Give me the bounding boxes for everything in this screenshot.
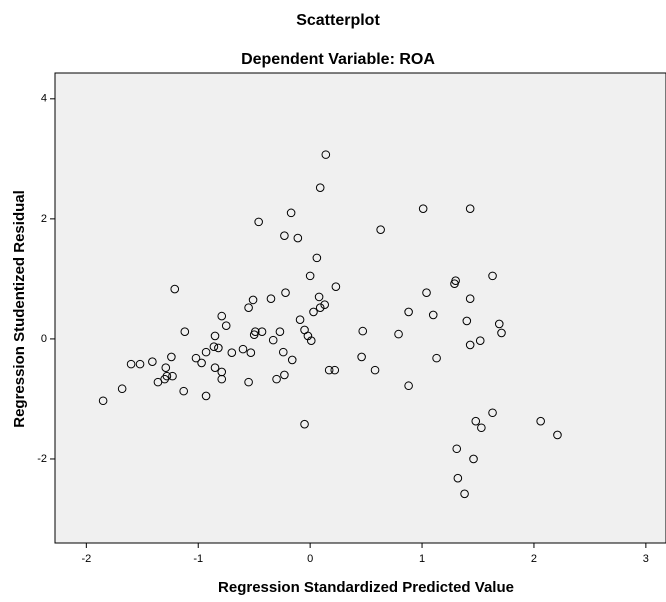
x-axis-label: Regression Standardized Predicted Value [218, 579, 514, 596]
x-tick-label: 3 [643, 553, 649, 565]
y-tick-label: 4 [41, 93, 47, 105]
chart: Scatterplot Dependent Variable: ROA Regr… [0, 0, 666, 597]
x-tick-label: -2 [81, 553, 91, 565]
x-tick-label: 0 [307, 553, 313, 565]
plot-area [55, 73, 666, 543]
y-axis-label: Regression Studentized Residual [11, 190, 28, 428]
x-tick-label: 2 [531, 553, 537, 565]
chart-subtitle: Dependent Variable: ROA [241, 51, 435, 68]
x-tick-label: 1 [419, 553, 425, 565]
y-tick-label: -2 [37, 453, 47, 465]
y-tick-label: 0 [41, 333, 47, 345]
y-tick-label: 2 [41, 213, 47, 225]
chart-title: Scatterplot [296, 12, 380, 29]
x-tick-label: -1 [193, 553, 203, 565]
